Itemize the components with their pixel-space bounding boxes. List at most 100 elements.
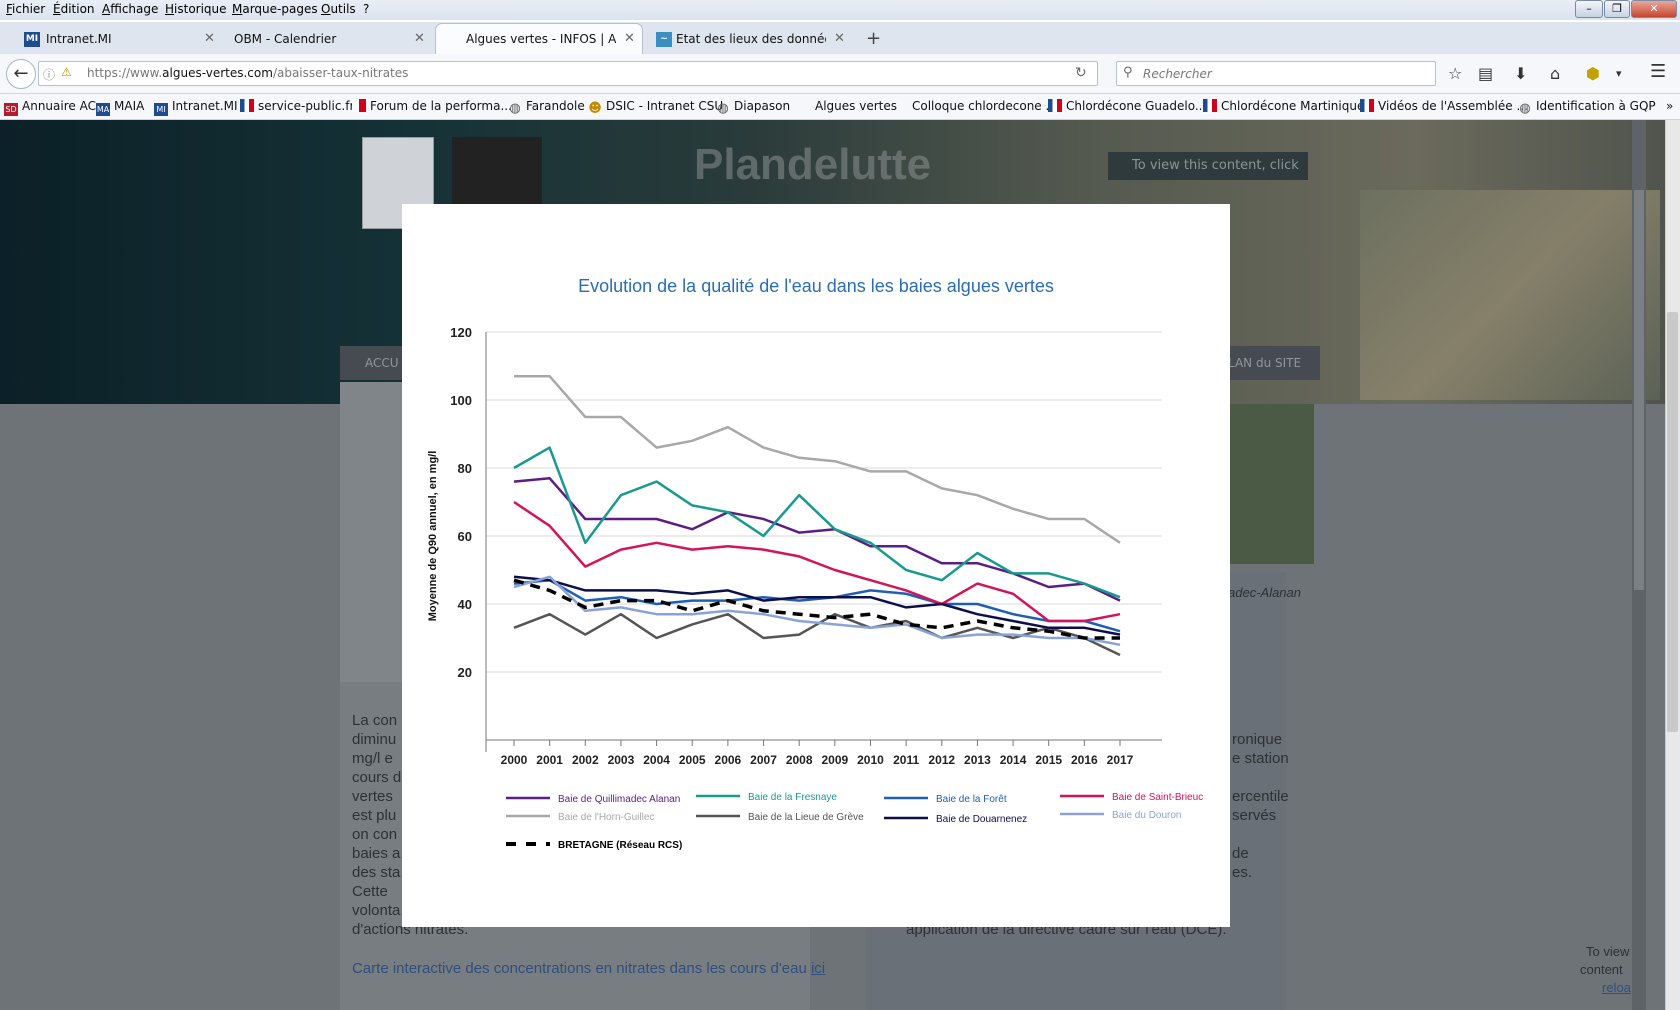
x-tick-label: 2002 <box>572 753 599 767</box>
menu-affichage[interactable]: Affichage <box>102 2 159 16</box>
menu-edition[interactable]: Édition <box>53 2 95 16</box>
x-tick-label: 2010 <box>857 753 884 767</box>
body-text-line: diminu <box>352 731 397 748</box>
hamburger-menu-icon[interactable]: ☰ <box>1650 61 1667 82</box>
bookmark-diapason[interactable]: ◍ Diapason <box>717 99 791 116</box>
tab-obm[interactable]: OBM - Calendrier ✕ <box>224 24 432 54</box>
legend-label: Baie de la Fresnaye <box>748 792 837 803</box>
menu-help[interactable]: ? <box>363 2 370 16</box>
bookmark-algues-vertes[interactable]: Algues vertes <box>815 99 897 113</box>
legend-label: Baie de Saint-Brieuc <box>1112 792 1203 803</box>
bookmark-service-public[interactable]: service-public.fr <box>240 99 354 113</box>
globe-icon: ◍ <box>509 101 521 116</box>
x-tick-label: 2007 <box>750 753 777 767</box>
body-text-line: mg/l e <box>352 750 393 767</box>
sdsu-icon: SD <box>4 103 18 116</box>
menu-bar: Fichier Édition Affichage Historique Mar… <box>0 0 1680 20</box>
legend-label: Baie de l'Horn-Guillec <box>558 812 654 823</box>
legend-label: Baie de Quillimadec Alanan <box>558 794 680 805</box>
download-icon[interactable]: ⬇ <box>1514 64 1528 83</box>
tab-algues-vertes[interactable]: Algues vertes - INFOS | Ab... ✕ <box>436 24 642 54</box>
x-tick-label: 2009 <box>821 753 848 767</box>
nav-accueil[interactable]: ACCU <box>365 356 399 370</box>
carte-interactive-link[interactable]: Carte interactive des concentrations en … <box>352 960 826 977</box>
x-tick-label: 2016 <box>1071 753 1098 767</box>
body-text-line: ercentile <box>1232 788 1289 805</box>
tab-etat-des-lieux[interactable]: ~ Etat des lieux des données ... ✕ <box>648 24 854 54</box>
body-text-line: on con <box>352 826 398 843</box>
close-tab-icon[interactable]: ✕ <box>624 31 635 46</box>
back-button[interactable]: ← <box>6 59 36 89</box>
reload-icon[interactable]: ↻ <box>1075 65 1087 81</box>
close-tab-icon[interactable]: ✕ <box>834 31 845 46</box>
addon-dropdown-icon[interactable]: ▾ <box>1616 67 1622 80</box>
body-text-line: Cette <box>352 883 388 900</box>
new-tab-button[interactable]: + <box>866 28 882 49</box>
french-flag-icon <box>240 99 254 112</box>
bookmark-colloque[interactable]: Colloque chlordecone ... <box>912 99 1057 113</box>
bookmark-maia[interactable]: MA MAIA <box>96 99 145 116</box>
series-line <box>514 374 1121 544</box>
search-icon: ⚲ <box>1123 65 1133 80</box>
reading-list-icon[interactable]: ▤ <box>1478 64 1494 83</box>
bookmark-forum[interactable]: Forum de la performa... <box>352 99 512 113</box>
bookmark-dsic[interactable]: ☻ DSIC - Intranet CSU <box>588 99 724 116</box>
x-tick-label: 2008 <box>786 753 813 767</box>
plugin-view-box[interactable]: To view this content, click <box>1108 152 1308 180</box>
close-tab-icon[interactable]: ✕ <box>204 31 215 46</box>
menu-historique[interactable]: Historique <box>165 2 227 16</box>
legend-label: Baie de la Lieue de Grève <box>748 812 864 823</box>
home-icon[interactable]: ⌂ <box>1550 64 1561 83</box>
bookmark-chlordecone-martinique[interactable]: Chlordécone Martinique <box>1203 99 1364 113</box>
series-line <box>513 575 1121 647</box>
body-text-line: de <box>1232 845 1249 862</box>
menu-outils[interactable]: Outils <box>321 2 356 16</box>
x-tick-label: 2015 <box>1035 753 1062 767</box>
url-text[interactable]: https://www.algues-vertes.com/abaisser-t… <box>87 66 409 80</box>
legend-label: Baie de Douarnenez <box>936 814 1027 825</box>
search-bar[interactable]: ⚲ Rechercher <box>1116 61 1436 86</box>
globe-icon: ◍ <box>717 101 729 116</box>
nav-plan-du-site[interactable]: LAN du SITE <box>1228 356 1302 370</box>
warning-lock-icon[interactable]: ⚠ <box>61 65 72 79</box>
url-bar[interactable]: ⓘ ⚠ https://www.algues-vertes.com/abaiss… <box>38 61 1098 86</box>
x-tick-label: 2017 <box>1107 753 1134 767</box>
body-text-line: servés <box>1232 807 1277 824</box>
bookmark-annuaire-ac[interactable]: SD Annuaire AC <box>4 99 96 116</box>
bookmark-star-icon[interactable]: ☆ <box>1448 64 1463 83</box>
legend-label: BRETAGNE (Réseau RCS) <box>558 840 682 851</box>
bookmark-videos-assemblee[interactable]: Vidéos de l'Assemblée ... <box>1360 99 1528 113</box>
body-text-line: ronique <box>1232 731 1283 748</box>
body-text-line: volonta <box>352 902 401 919</box>
addon-icon[interactable]: ⬢ <box>1586 64 1600 83</box>
body-text-line: vertes <box>352 788 393 805</box>
close-window-button[interactable]: ✕ <box>1631 0 1677 18</box>
plugin-notice-text: content <box>1580 962 1623 977</box>
body-text-line: des sta <box>352 864 401 881</box>
body-text-line: baies a <box>352 845 401 862</box>
tab-intranet[interactable]: MI Intranet.MI ✕ <box>0 24 222 54</box>
y-tick-label: 100 <box>450 393 472 408</box>
y-tick-label: 60 <box>458 529 472 544</box>
y-axis-label: Moyenne de Q90 annuel, en mg/l <box>427 451 439 622</box>
window-scroll-thumb[interactable] <box>1667 312 1678 732</box>
bookmark-chlordecone-guadeloupe[interactable]: Chlordécone Guadelo... <box>1048 99 1206 113</box>
reload-link[interactable]: reloa <box>1602 980 1631 995</box>
menu-fichier[interactable]: Fichier <box>6 2 46 16</box>
people-icon: ☻ <box>588 101 602 116</box>
maximize-button[interactable]: ❐ <box>1604 0 1630 18</box>
page-inner-scroll-thumb[interactable] <box>1634 190 1644 590</box>
info-icon[interactable]: ⓘ <box>43 68 56 82</box>
legend-label: Baie de la Forêt <box>936 794 1007 805</box>
bookmark-intranet-mi[interactable]: MI Intranet.MI <box>154 99 238 116</box>
close-tab-icon[interactable]: ✕ <box>414 31 425 46</box>
french-flag-icon <box>1203 99 1217 112</box>
bookmark-identification-gqp[interactable]: ◍ Identification à GQP <box>1519 99 1656 116</box>
minimize-button[interactable]: – <box>1575 0 1603 18</box>
series-line <box>513 612 1121 657</box>
menu-marque-pages[interactable]: Marque-pages <box>232 2 318 16</box>
y-tick-label: 40 <box>458 597 472 612</box>
bookmark-farandole[interactable]: ◍ Farandole <box>509 99 585 116</box>
bookmarks-overflow-button[interactable]: » <box>1666 99 1674 113</box>
x-tick-label: 2000 <box>501 753 528 767</box>
